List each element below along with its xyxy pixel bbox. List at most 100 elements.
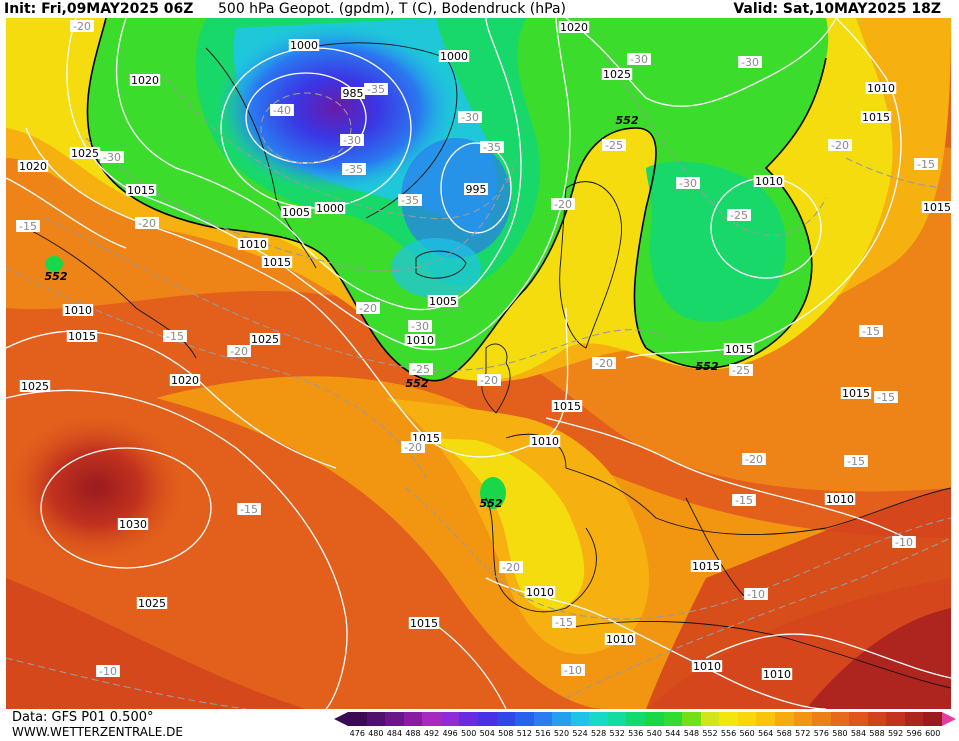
isobar-1010 [66,18,571,351]
temp-label-box [744,588,768,600]
legend-swatch [440,712,460,726]
legend-swatch [552,712,571,726]
isotherm-10-sw [6,657,247,709]
pressure-label-text: 1005 [429,295,457,308]
isobar-1010-med [705,633,951,679]
temp-label-text: -20 [73,20,91,33]
pressure-label-text: 1010 [526,586,554,599]
legend-value: 512 [516,729,532,738]
pressure-label-box [723,343,755,355]
temp-label: -30 [738,56,762,69]
pressure-label-text: 1010 [763,668,791,681]
temp-label: -20 [356,302,380,315]
temp-label: -15 [732,494,756,507]
temp-label-box [477,374,501,386]
temp-label: -15 [874,391,898,404]
temp-label: -30 [408,320,432,333]
pressure-label-text: 995 [466,183,487,196]
legend-swatch [385,712,404,726]
legend-value: 544 [665,729,681,738]
legend-arrows [334,712,956,726]
temp-label: -20 [135,217,159,230]
temp-label-box [727,209,751,221]
canada-cutoff [45,256,63,272]
legend-swatch [459,712,478,726]
temp-label: -25 [727,209,751,222]
temp-label: -10 [561,664,585,677]
pressure-label-text: 1010 [826,493,854,506]
legend-swatch [515,712,534,726]
pressure-label: 1010 [824,493,856,506]
pressure-label-box [404,334,436,346]
pressure-label-box [865,82,897,94]
temp-label: -15 [914,158,938,171]
pressure-label-text: 1010 [755,175,783,188]
temp-label-box [828,139,852,151]
temp-label-text: -15 [166,330,184,343]
pressure-label-box [288,39,320,51]
temp-label: -30 [676,177,700,190]
legend-swatch [477,712,497,726]
legend-swatch [886,712,905,726]
pressure-label-text: 1030 [119,518,147,531]
pressure-label-box [136,597,168,609]
legend-swatch [348,712,367,726]
temp-label: -30 [458,111,482,124]
pressure-label: 1010 [404,334,436,347]
pressure-label-text: 1015 [410,617,438,630]
pressure-label: 1015 [860,111,892,124]
temp-label-text: -40 [273,104,291,117]
temp-label-box [892,536,916,548]
temp-label-text: -10 [564,664,582,677]
pressure-label-box [761,668,793,680]
temp-label: -10 [96,665,120,678]
website-credit: WWW.WETTERZENTRALE.DE [12,725,183,739]
temp-label-box [398,194,422,206]
temp-label: -10 [892,536,916,549]
temp-label-box [561,664,585,676]
pressure-label-box [840,387,872,399]
temp-label-text: -35 [367,83,385,96]
temp-label-box [499,561,523,573]
pressure-label-box [690,560,722,572]
legend-value: 492 [423,729,440,738]
pressure-label: 1005 [280,206,312,219]
isotherm-40 [260,92,352,164]
pressure-label-text: 1000 [290,39,318,52]
polar-low-core [216,23,456,193]
legend-swatch [849,712,868,726]
temp-label-box [874,391,898,403]
pressure-label-box [604,633,636,645]
temp-label-box [602,139,626,151]
temp-label-box [270,104,294,116]
legend-labels: 476 480 484 488 492 496 500 504 508 512 516 520 524 5… [348,729,942,739]
pressure-label-text: 1015 [725,343,753,356]
temp-label-text: -20 [831,139,849,152]
legend-swatch [570,712,590,726]
iberia-coast [485,497,597,613]
pressure-label: 1010 [62,304,94,317]
footer-source: Data: GFS P01 0.500° WWW.WETTERZENTRALE.… [12,711,183,740]
temp-label-box [742,453,766,465]
pressure-label-text: 1010 [406,334,434,347]
temp-label-text: -20 [138,217,156,230]
pressure-label-text: 1010 [606,633,634,646]
isobar-1025-north [565,18,837,107]
temp-label: -15 [844,455,868,468]
legend-swatch [867,712,887,726]
temp-label-text: -25 [732,364,750,377]
azores-high-core [6,413,186,563]
pressure-label: 1020 [129,74,161,87]
north-africa-coast [565,620,951,689]
legend-value: 580 [832,729,848,738]
temp-label-text: -15 [847,455,865,468]
isobar-1015 [25,127,569,458]
pressure-label-box [921,201,951,213]
pressure-label-text: 985 [343,87,364,100]
temp-label: -15 [552,616,576,629]
temp-label-text: -25 [412,363,430,376]
greenland-coast [205,47,317,269]
legend-swatch [756,712,775,726]
temp-label: -15 [16,220,40,233]
temp-label: -35 [480,141,504,154]
